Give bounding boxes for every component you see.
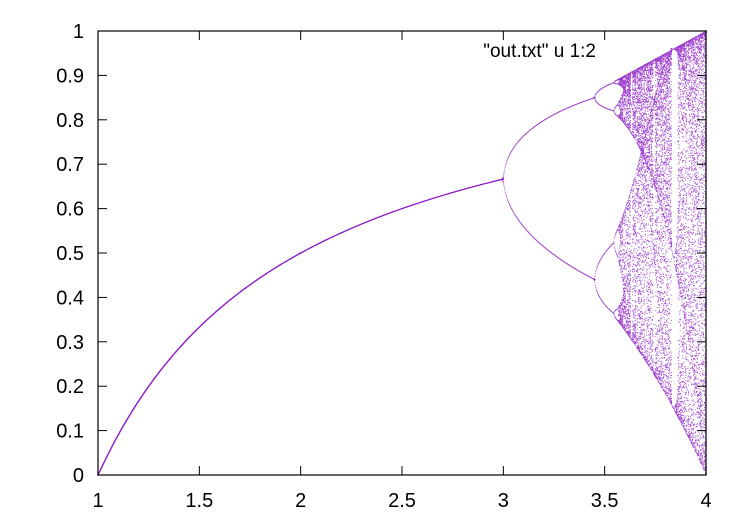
x-tick-label: 2 bbox=[295, 490, 306, 512]
data-point bbox=[502, 177, 505, 180]
x-tick-label: 4 bbox=[700, 490, 711, 512]
x-tick-label: 3.5 bbox=[591, 490, 619, 512]
axis-ticks bbox=[97, 30, 707, 476]
x-tick-label: 2.5 bbox=[388, 490, 416, 512]
y-tick-label: 1 bbox=[73, 21, 84, 43]
x-tick-label: 1.5 bbox=[185, 490, 213, 512]
series-points bbox=[98, 30, 707, 476]
plot-frame bbox=[97, 30, 707, 476]
y-tick-label: 0.2 bbox=[56, 376, 84, 398]
y-tick-label: 0 bbox=[73, 465, 84, 487]
x-tick-labels: 1 1.5 2 2.5 3 3.5 4 bbox=[92, 490, 711, 512]
data-point bbox=[617, 78, 620, 81]
data-point bbox=[299, 252, 302, 254]
data-point bbox=[593, 278, 596, 281]
data-points bbox=[97, 30, 707, 476]
legend-label: "out.txt" u 1:2 bbox=[483, 41, 596, 62]
x-tick-label: 1 bbox=[92, 490, 103, 512]
y-tick-label: 0.3 bbox=[56, 332, 84, 354]
y-tick-labels: 0 0.1 0.2 0.3 0.4 0.5 0.6 0.7 0.8 0.9 1 bbox=[56, 21, 84, 487]
y-tick-label: 0.4 bbox=[56, 287, 84, 309]
y-tick-label: 0.1 bbox=[56, 421, 84, 443]
data-point bbox=[617, 314, 620, 317]
series-stable-branch bbox=[97, 178, 504, 476]
y-tick-label: 0.6 bbox=[56, 199, 84, 221]
y-tick-label: 0.5 bbox=[56, 243, 84, 265]
y-tick-label: 0.7 bbox=[56, 154, 84, 176]
x-tick-label: 3 bbox=[498, 490, 509, 512]
data-point bbox=[593, 96, 596, 99]
y-tick-label: 0.9 bbox=[56, 65, 84, 87]
y-tick-label: 0.8 bbox=[56, 110, 84, 132]
data-point bbox=[670, 47, 673, 50]
legend: "out.txt" u 1:2 bbox=[483, 41, 596, 62]
